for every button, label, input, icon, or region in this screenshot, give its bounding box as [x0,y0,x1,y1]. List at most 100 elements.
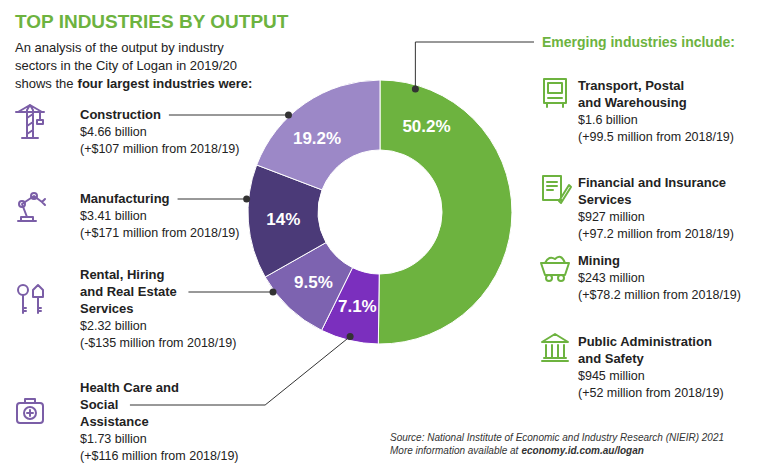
industry-change: (+$171 million from 2018/19) [80,226,239,240]
icon-shape [544,79,566,107]
text-line: Construction [80,107,161,122]
industry-name: Rental, Hiring and Real Estate Services [80,267,180,316]
data-label: 19.2% [293,129,341,148]
text-line: Social [80,397,122,412]
industry-annotation: Health Care and Social Assistance $1.73 b… [80,380,239,463]
industry-annotation: Manufacturing $3.41 billion (+$171 million… [80,191,239,240]
industry-annotation: Rental, Hiring and Real Estate Services $… [80,267,236,350]
subtitle-emphasis: four largest industries were: [78,76,253,91]
leader [188,289,276,296]
icon-shape [543,176,571,203]
leader-dot [285,112,292,119]
leader [169,112,292,119]
text-line: and Real Estate [80,284,180,299]
leader-line [178,199,247,200]
text-line: Rental, Hiring [80,267,168,282]
source: Source: National Institute of Economic a… [390,432,724,443]
data-label: 50.2% [402,117,450,136]
icon-shape [24,407,36,419]
icon-doc [543,176,571,203]
leader-dot [243,196,250,203]
industry-change: (+$116 million from 2018/19) [80,449,239,463]
more-info-link: economy.id.com.au/logan [521,445,643,456]
emerging-industry: Public Administration and Safety $945 mil… [578,334,724,400]
icon-truck [544,79,566,107]
text-line: Health Care and [80,380,183,395]
industry-change: (+97.2 million from 2018/19) [578,227,734,241]
slice [378,80,512,344]
industry-change: (+52 million from 2018/19) [578,386,724,400]
industry-output: $1.6 billion [578,113,638,127]
icon-shape [23,285,43,313]
industry-name: Transport, Postal and Warehousing [578,78,688,110]
industry-output: $243 million [578,271,645,285]
industry-name: Public Administration and Safety [578,334,715,366]
data-labels: 50.2% 7.1% 9.5% 14% 19.2% [266,117,450,315]
icon-shape [19,201,25,207]
industry-name: Mining [578,253,620,268]
industry-output: $4.66 billion [80,125,147,139]
text-line: and Safety [578,351,645,366]
data-label: 9.5% [294,273,333,292]
industry-name: Construction [80,107,161,122]
icon-crane [16,105,44,138]
leader-line [188,292,273,293]
icon-shape [558,275,564,281]
industry-change: (+99.5 million from 2018/19) [578,130,734,144]
text-line: Manufacturing [80,191,170,206]
more-info-text: More information available at [390,445,520,456]
icon-shape [17,399,43,423]
text-line: Financial and Insurance [578,175,730,190]
icon-cart [541,257,569,281]
icon-shape [18,285,28,295]
text-line: Mining [578,253,620,268]
text-line: Services [80,301,134,316]
donut [248,80,512,344]
leader-dot [270,289,277,296]
industry-change: (-$135 million from 2018/19) [80,336,236,350]
icon-robot [18,193,45,221]
industry-output: $2.32 billion [80,319,147,333]
leader [130,333,354,405]
more-info: More information available ateconomy.id.… [390,445,644,456]
icon-shape [546,275,552,281]
icon-shape [541,257,569,275]
industry-name: Financial and Insurance Services [578,175,730,207]
leader-line [169,115,289,116]
leader-line [130,336,350,405]
leader-line [415,42,534,89]
text-line: and Warehousing [578,95,687,110]
icon-shape [542,334,568,361]
data-label: 7.1% [338,297,377,316]
emerging-industry: Mining $243 million (+$78.2 million from 2… [578,253,741,302]
industry-change: (+$78.2 million from 2018/19) [578,288,741,302]
title: TOP INDUSTRIES BY OUTPUT [15,11,289,32]
industry-output: $3.41 billion [80,209,147,223]
emerging-industry: Financial and Insurance Services $927 mil… [578,175,734,241]
text-line: Transport, Postal [578,78,688,93]
leader-dot [347,333,354,340]
icon-building [542,334,568,361]
slice [257,80,380,190]
industry-output: $1.73 billion [80,432,147,446]
industry-name: Manufacturing [80,191,170,206]
icon-shape [18,196,45,221]
leader-dot [412,85,419,92]
icon-keys [18,285,43,313]
text-line: Services [578,192,632,207]
leader [412,42,534,92]
icon-shape [16,105,44,138]
emerging-heading: Emerging industries include: [542,34,735,50]
page: TOP INDUSTRIES BY OUTPUT 50.2% 7.1% 9.5% 14%… [0,0,780,463]
industry-change: (+$107 million from 2018/19) [80,142,239,156]
subtitle: An analysis of the output by industry se… [15,39,265,93]
data-label: 14% [266,210,300,229]
icon-shape [31,193,37,199]
industry-output: $945 million [578,369,645,383]
emerging-industry: Transport, Postal and Warehousing $1.6 bi… [578,78,734,144]
leader [178,196,251,203]
text-line: Public Administration [578,334,715,349]
industry-annotation: Construction $4.66 billion (+$107 million … [80,107,239,156]
industry-output: $927 million [578,210,645,224]
text-line: Assistance [80,414,149,429]
